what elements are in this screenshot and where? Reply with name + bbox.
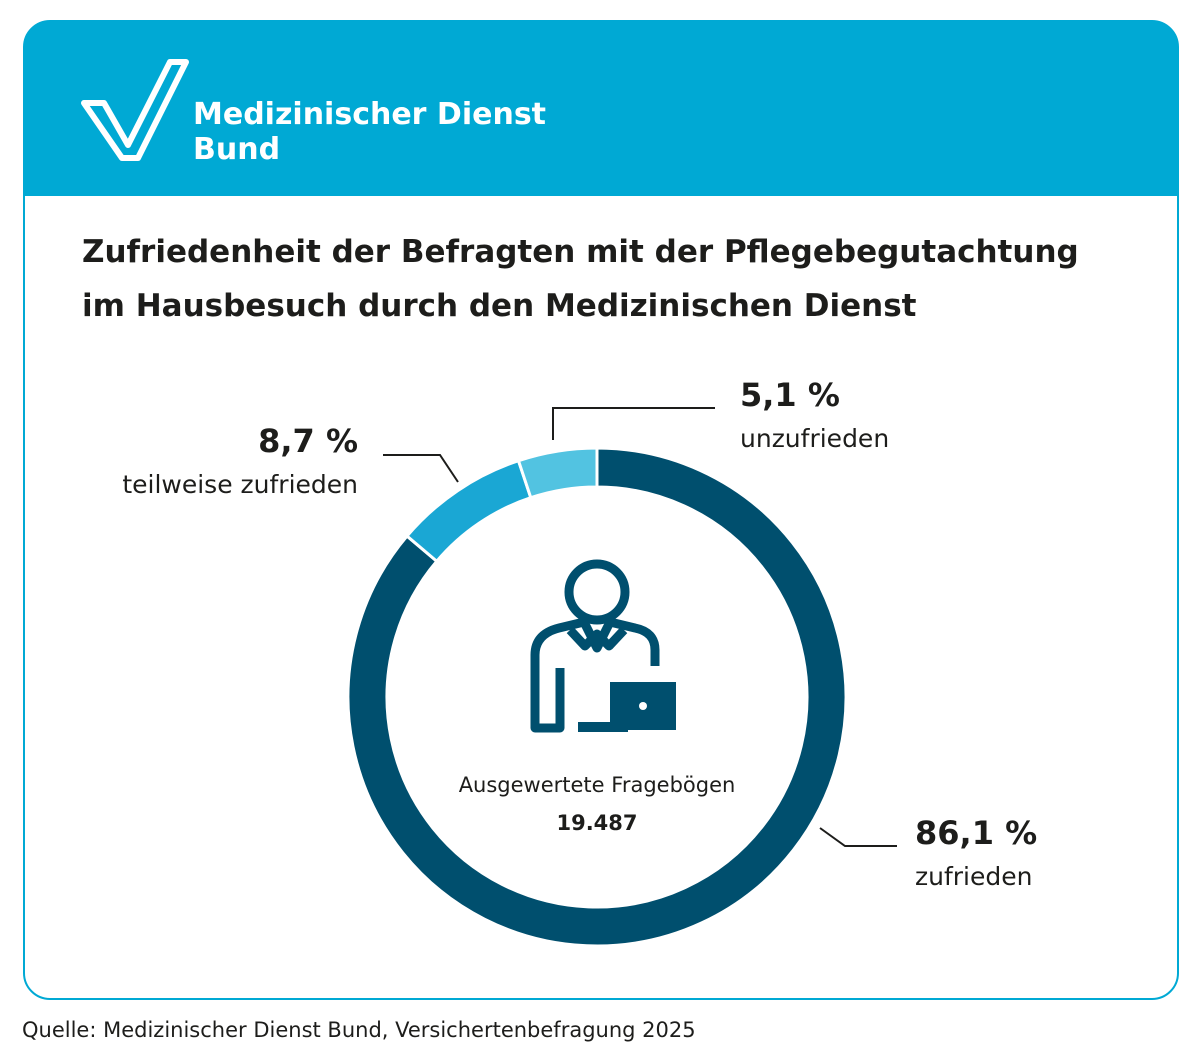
laptop-base [578,722,628,732]
value-label: 5,1 % [740,376,840,414]
brand-line: Bund [193,132,280,167]
center-label: Ausgewertete Fragebögen [459,773,736,797]
donut-segment [346,446,848,948]
center-value: 19.487 [556,811,637,835]
chart-title: Zufriedenheit der Befragten mit der Pfle… [82,234,1079,270]
leader-line [383,454,459,483]
value-label: 86,1 % [915,814,1037,852]
source: Quelle: Medizinischer Dienst Bund, Versi… [22,1018,696,1042]
donut-segment [516,446,599,500]
chart-title: im Hausbesuch durch den Medizinischen Di… [82,288,917,324]
value-label: 8,7 % [258,422,358,460]
brand-line: Medizinischer Dienst [193,97,546,132]
logo-mark [81,59,189,161]
leader-line [552,407,715,440]
leader-lines [383,407,897,847]
laptop-dot [639,702,647,710]
header-band [24,21,1178,196]
category-label: unzufrieden [740,424,889,453]
person-icon [530,559,660,733]
category-label: teilweise zufrieden [122,470,358,499]
leader-line [819,827,897,847]
category-label: zufrieden [915,862,1032,891]
